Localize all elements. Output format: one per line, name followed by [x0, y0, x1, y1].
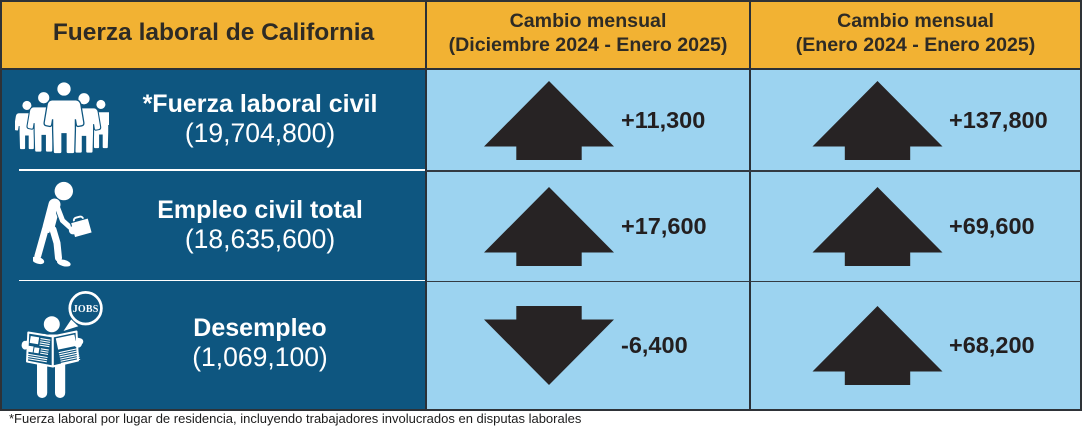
svg-text:JOBS: JOBS	[73, 304, 99, 315]
